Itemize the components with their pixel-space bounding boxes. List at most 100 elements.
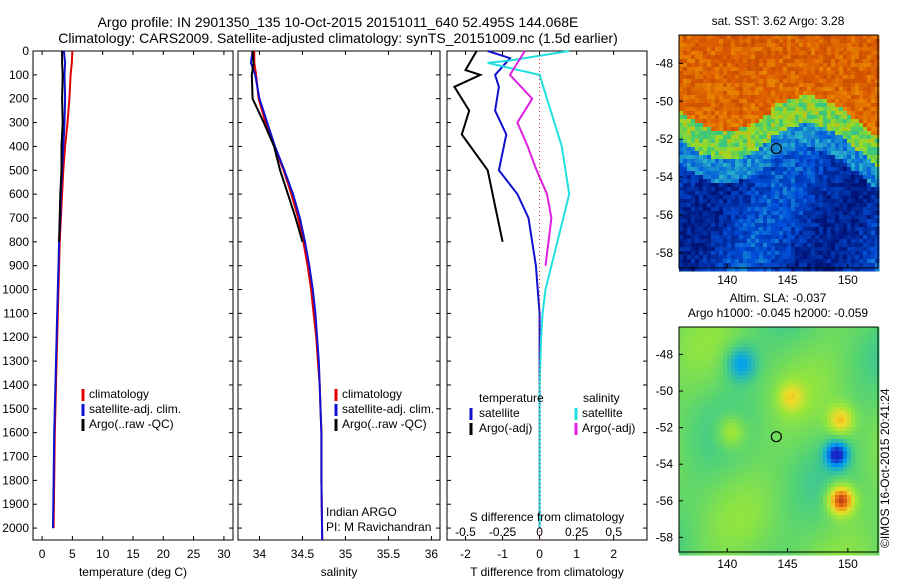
map-cell	[771, 139, 776, 144]
map-cell	[771, 399, 776, 404]
map-cell	[731, 175, 736, 180]
map-cell	[871, 87, 876, 92]
map-cell	[859, 443, 864, 448]
map-cell	[835, 407, 840, 412]
map-cell	[683, 51, 688, 56]
map-cell	[695, 47, 700, 52]
map-cell	[755, 259, 760, 264]
map-cell	[683, 259, 688, 264]
map-cell	[839, 183, 844, 188]
map-cell	[799, 151, 804, 156]
map-cell	[679, 407, 684, 412]
map-cell	[679, 399, 684, 404]
map-cell	[679, 443, 684, 448]
map-cell	[875, 395, 880, 400]
map-cell	[771, 247, 776, 252]
map-cell	[731, 399, 736, 404]
map-cell	[727, 147, 732, 152]
map-cell	[735, 247, 740, 252]
map-cell	[859, 51, 864, 56]
map-cell	[863, 247, 868, 252]
map-cell	[747, 147, 752, 152]
map-cell	[755, 231, 760, 236]
map-cell	[807, 383, 812, 388]
map-cell	[707, 175, 712, 180]
map-cell	[731, 355, 736, 360]
map-cell	[863, 431, 868, 436]
map-cell	[863, 183, 868, 188]
map-cell	[823, 343, 828, 348]
map-cell	[759, 179, 764, 184]
map-cell	[783, 447, 788, 452]
map-cell	[783, 71, 788, 76]
map-cell	[691, 403, 696, 408]
map-cell	[867, 447, 872, 452]
map-cell	[795, 155, 800, 160]
map-cell	[719, 443, 724, 448]
map-cell	[799, 259, 804, 264]
map-cell	[831, 251, 836, 256]
map-cell	[759, 215, 764, 220]
map-cell	[847, 371, 852, 376]
depth-tick-label: 2000	[2, 521, 29, 535]
map-cell	[699, 199, 704, 204]
map-cell	[823, 151, 828, 156]
map-cell	[859, 215, 864, 220]
map-cell	[775, 99, 780, 104]
map-cell	[875, 75, 880, 80]
map-cell	[715, 67, 720, 72]
map-cell	[811, 235, 816, 240]
map-cell	[775, 115, 780, 120]
map-cell	[811, 55, 816, 60]
map-cell	[747, 139, 752, 144]
map-cell	[847, 163, 852, 168]
map-cell	[847, 215, 852, 220]
map-cell	[867, 255, 872, 260]
map-cell	[775, 351, 780, 356]
map-cell	[755, 451, 760, 456]
map-cell	[711, 191, 716, 196]
map-cell	[767, 131, 772, 136]
map-cell	[767, 359, 772, 364]
map-cell	[727, 163, 732, 168]
map-cell	[767, 63, 772, 68]
map-cell	[875, 71, 880, 76]
map-cell	[843, 63, 848, 68]
map-cell	[755, 379, 760, 384]
map-cell	[875, 347, 880, 352]
map-cell	[775, 199, 780, 204]
map-cell	[711, 75, 716, 80]
map-cell	[751, 55, 756, 60]
map-cell	[859, 43, 864, 48]
map-cell	[863, 39, 868, 44]
map-cell	[703, 387, 708, 392]
map-cell	[715, 435, 720, 440]
map-cell	[775, 111, 780, 116]
depth-tick-label: 900	[9, 259, 29, 273]
map-cell	[711, 231, 716, 236]
map-cell	[695, 119, 700, 124]
map-cell	[679, 203, 684, 208]
map-cell	[743, 171, 748, 176]
map-cell	[679, 223, 684, 228]
map-cell	[679, 403, 684, 408]
map-cell	[783, 431, 788, 436]
map-cell	[863, 211, 868, 216]
map-cell	[747, 59, 752, 64]
map-cell	[819, 207, 824, 212]
map-cell	[679, 171, 684, 176]
map-cell	[751, 151, 756, 156]
map-cell	[767, 203, 772, 208]
map-cell	[843, 211, 848, 216]
map-cell	[735, 227, 740, 232]
map-cell	[811, 107, 816, 112]
map-cell	[839, 75, 844, 80]
map-cell	[771, 51, 776, 56]
map-cell	[723, 95, 728, 100]
legend-label: satellite	[479, 406, 520, 420]
map-cell	[823, 35, 828, 40]
map-cell	[867, 211, 872, 216]
map-cell	[863, 175, 868, 180]
map-cell	[743, 143, 748, 148]
map-cell	[687, 391, 692, 396]
